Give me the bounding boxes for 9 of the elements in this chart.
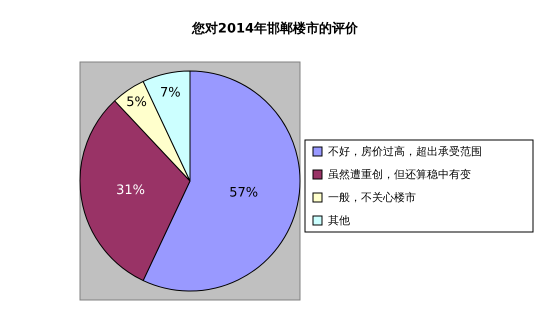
legend-label: 虽然遭重创，但还算稳中有变: [328, 168, 471, 181]
data-label: 7%: [160, 85, 181, 100]
data-label: 5%: [126, 94, 147, 110]
legend-label: 其他: [328, 214, 350, 227]
legend-label: 一般，不关心楼市: [328, 191, 416, 204]
data-label: 31%: [116, 182, 145, 198]
data-label: 57%: [229, 186, 258, 200]
legend-label: 不好，房价过高，超出承受范围: [328, 145, 482, 158]
chart-title: 您对2014年邯郸楼市的评价: [190, 20, 360, 37]
